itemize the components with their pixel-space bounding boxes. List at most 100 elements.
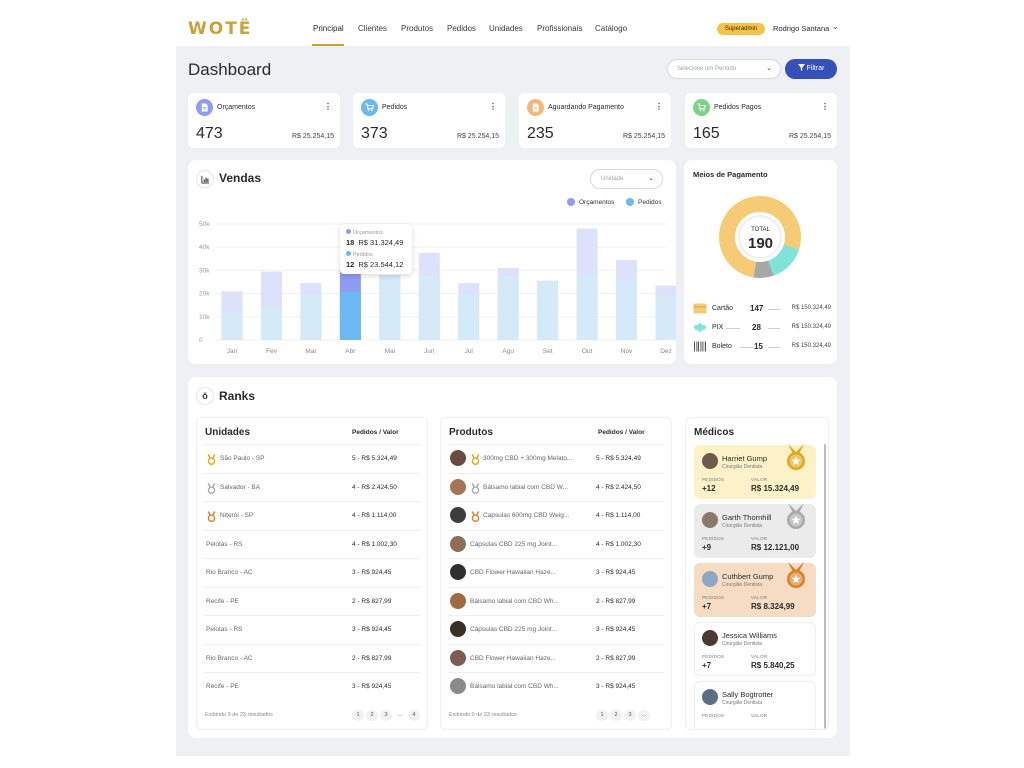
table-row[interactable]: Recife - PE 3 - R$ 924,45: [204, 672, 420, 700]
panel-title: Médicos: [694, 427, 735, 438]
payment-row-cartao[interactable]: Cartão 147 R$ 150.324,49: [693, 303, 831, 315]
bar-pedidos[interactable]: [616, 279, 638, 340]
stat-card-pedidos-pagos[interactable]: Pedidos Pagos ⋮ 165 R$ 25.254,15: [685, 93, 837, 148]
table-row[interactable]: Rio Branco - AC 3 - R$ 924,45: [204, 558, 420, 586]
nav-pedidos[interactable]: Pedidos: [447, 24, 476, 33]
payment-row-pix[interactable]: PIX 28 R$ 150.324,49: [693, 322, 831, 334]
table-row[interactable]: 300mg CBD + 300mg Melato... 5 - R$ 5.324,…: [448, 444, 664, 472]
page-button[interactable]: 2: [366, 710, 378, 721]
table-row[interactable]: CBD Flower Hawaiian Haze... 3 - R$ 924,45: [448, 558, 664, 586]
y-tick-label: 0: [199, 337, 203, 344]
row-value: 3 - R$ 924,45: [352, 626, 392, 633]
bar-pedidos[interactable]: [221, 313, 243, 340]
y-tick-label: 50k: [199, 221, 210, 228]
page-button[interactable]: 1: [596, 710, 608, 721]
table-row[interactable]: São Paulo - SP 5 - R$ 5.324,49: [204, 444, 420, 472]
period-select[interactable]: Selecione um Período ⌄: [667, 59, 781, 79]
more-vertical-icon[interactable]: ⋮: [655, 102, 663, 111]
unit-select[interactable]: Unidade ⌄: [590, 169, 663, 189]
panel-title: Produtos: [449, 427, 493, 438]
bar-pedidos[interactable]: [458, 293, 480, 340]
avatar: [702, 689, 718, 705]
nav-unidades[interactable]: Unidades: [489, 24, 523, 33]
doctor-specialty: Cirurgião Dentista: [722, 700, 763, 706]
table-row[interactable]: Rio Branco - AC 2 - R$ 827,99: [204, 643, 420, 672]
nav-produtos[interactable]: Produtos: [401, 24, 434, 33]
bar-pedidos[interactable]: [379, 276, 401, 340]
table-row[interactable]: Cápsulas CBD 225 mg Joint... 4 - R$ 1.002…: [448, 529, 664, 558]
table-row[interactable]: Cápsulas CBD 225 mg Joint... 3 - R$ 924,4…: [448, 615, 664, 643]
doctor-card[interactable]: Sally Bogtrotter Cirurgião Dentista PEDIDO…: [694, 681, 816, 729]
table-row[interactable]: Salvador - BA 4 - R$ 2.424,50: [204, 472, 420, 501]
page-title: Dashboard: [188, 60, 272, 79]
donut-slice-pix[interactable]: [768, 244, 800, 276]
donut-center: [738, 215, 782, 259]
stat-card-aguardando-pagamento[interactable]: Aguardando Pagamento ⋮ 235 R$ 25.254,15: [519, 93, 671, 148]
scrollbar[interactable]: [824, 444, 826, 729]
table-row[interactable]: Capsulas 600mg CBD Weig... 4 - R$ 1.114,0…: [448, 501, 664, 529]
avatar: [702, 630, 718, 646]
page-button[interactable]: 3: [624, 710, 636, 721]
brand-logo[interactable]: WOTË: [188, 19, 253, 39]
doctor-card[interactable]: Cuthbert Gump Cirurgião Dentista PEDIDOS VA…: [694, 562, 816, 617]
tooltip-series-name: Pedidos: [346, 251, 373, 258]
x-tick-label: Nov: [621, 348, 633, 355]
bar-pedidos[interactable]: [655, 295, 677, 340]
payment-row-boleto[interactable]: Boleto 15 R$ 150.324,49: [693, 341, 831, 353]
nav-profissionais[interactable]: Profissionais: [537, 24, 583, 33]
table-row[interactable]: Bálsamo labial com CBD W... 4 - R$ 2.424,…: [448, 472, 664, 501]
payment-donut-chart[interactable]: [684, 180, 837, 290]
doctor-specialty: Cirurgião Dentista: [722, 641, 763, 647]
doctor-card[interactable]: Jessica Williams Cirurgião Dentista PEDIDO…: [694, 622, 816, 676]
stat-card-pedidos[interactable]: Pedidos ⋮ 373 R$ 25.254,15: [353, 93, 505, 148]
user-menu[interactable]: Rodrigo Santana: [773, 24, 830, 33]
page-button[interactable]: 3: [380, 710, 392, 721]
row-name: 300mg CBD + 300mg Melato...: [483, 455, 573, 462]
y-tick-label: 20k: [199, 291, 210, 298]
table-row[interactable]: Pelotas - RS 4 - R$ 1.002,30: [204, 529, 420, 558]
donut-slice-cartao[interactable]: [719, 195, 801, 278]
chevron-down-icon[interactable]: ⌄: [832, 22, 839, 31]
nav-clientes[interactable]: Clientes: [358, 24, 387, 33]
bar-pedidos[interactable]: [260, 307, 282, 340]
stat-card-orcamentos[interactable]: Orçamentos ⋮ 473 R$ 25.254,15: [188, 93, 340, 148]
table-row[interactable]: CBD Flower Hawaiian Haze... 2 - R$ 827,99: [448, 643, 664, 672]
stat-count: 235: [527, 125, 554, 142]
filter-button[interactable]: Filtrar: [785, 59, 837, 79]
row-name: Capsulas 600mg CBD Weig...: [483, 512, 570, 519]
more-vertical-icon[interactable]: ⋮: [324, 102, 332, 111]
nav-catalogo[interactable]: Catálogo: [595, 24, 628, 33]
stat-count: 165: [693, 125, 720, 142]
more-vertical-icon[interactable]: ⋮: [489, 102, 497, 111]
x-tick-label: Jun: [424, 348, 435, 355]
vendas-bar-chart[interactable]: 0 10k 20k 30k 40k 50k Jan Fev Mar Abr Mai Jun Jul Ago…: [188, 160, 676, 364]
table-row[interactable]: Bálsamo labial com CBD Wh... 3 - R$ 924,4…: [448, 672, 664, 700]
page-button[interactable]: 2: [610, 710, 622, 721]
valor-label: VALOR: [751, 713, 768, 718]
bar-pedidos[interactable]: [339, 291, 361, 340]
page-button[interactable]: 4: [408, 710, 420, 721]
table-row[interactable]: Recife - PE 2 - R$ 827,99: [204, 586, 420, 615]
doctor-card[interactable]: Garth Thornhill Cirurgião Dentista PEDIDOS…: [694, 503, 816, 558]
pagination[interactable]: 1 2 3 ... 4: [352, 710, 420, 721]
stat-amount: R$ 25.254,15: [456, 133, 499, 140]
doctor-card[interactable]: Harriet Gump Cirurgião Dentista PEDIDOS VAL…: [694, 444, 816, 499]
bar-pedidos[interactable]: [418, 276, 440, 340]
table-row[interactable]: Bálsamo labial com CBD Wh... 2 - R$ 827,9…: [448, 586, 664, 615]
tooltip-series-name: Orçamentos: [346, 229, 383, 236]
pagination[interactable]: 1 2 3 ...: [596, 710, 650, 721]
more-vertical-icon[interactable]: ⋮: [821, 102, 829, 111]
donut-slice-boleto[interactable]: [753, 260, 774, 278]
row-name: Pelotas - RS: [206, 540, 243, 548]
pix-icon: [693, 322, 707, 333]
stat-label: Orçamentos: [217, 104, 256, 111]
bar-pedidos[interactable]: [497, 276, 519, 340]
row-name: Recife - PE: [206, 597, 239, 605]
table-row[interactable]: Niterói - SP 4 - R$ 1.114,00: [204, 501, 420, 529]
bar-pedidos[interactable]: [537, 280, 559, 340]
bar-pedidos[interactable]: [576, 275, 598, 340]
bar-pedidos[interactable]: [300, 293, 322, 340]
page-button[interactable]: 1: [352, 710, 364, 721]
nav-principal[interactable]: Principal: [313, 24, 344, 33]
table-row[interactable]: Pelotas - RS 3 - R$ 924,45: [204, 615, 420, 643]
